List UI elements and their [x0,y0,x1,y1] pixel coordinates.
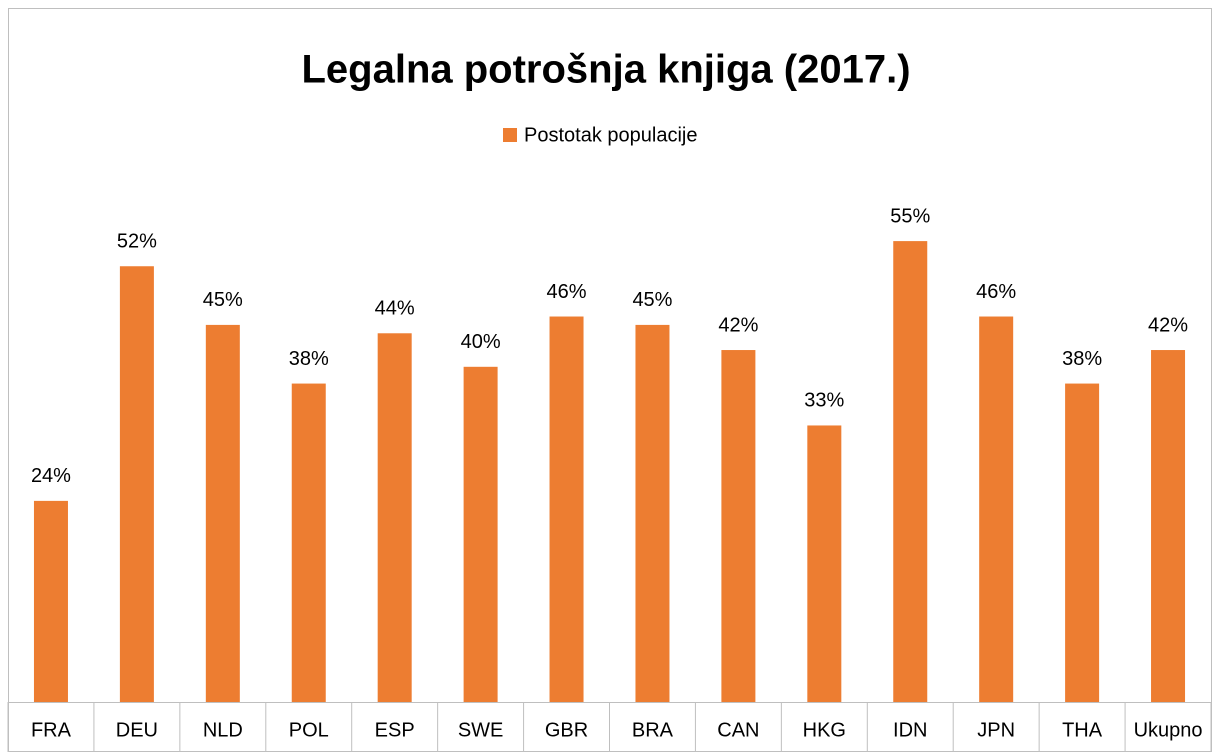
data-label: 52% [117,231,157,253]
bar [205,324,240,702]
bar [1151,350,1186,702]
data-label: 44% [375,298,415,320]
data-label: 45% [632,289,672,311]
x-tick-label: FRA [31,719,72,741]
x-tick-label: CAN [717,719,759,741]
data-label: 46% [547,281,587,303]
x-tick-label: BRA [632,719,674,741]
chart-title: Legalna potrošnja knjiga (2017.) [301,48,910,92]
x-tick-label: THA [1062,719,1103,741]
legend-label: Postotak populacije [524,124,697,146]
bar [807,425,842,702]
bar [635,324,670,702]
bar [893,241,928,702]
data-label: 45% [203,289,243,311]
bar [979,316,1014,702]
bar [1065,383,1100,702]
bar [549,316,584,702]
x-tick-label: Ukupno [1134,719,1203,741]
data-label: 42% [718,314,758,336]
bar [291,383,326,702]
x-tick-label: POL [289,719,329,741]
x-tick-label: ESP [375,719,415,741]
x-tick-label: GBR [545,719,588,741]
bar [377,333,412,702]
legend-swatch [503,128,517,142]
x-tick-label: IDN [893,719,927,741]
x-tick-label: JPN [977,719,1015,741]
bar [33,500,68,702]
data-label: 33% [804,390,844,412]
data-label: 46% [976,281,1016,303]
data-label: 40% [461,331,501,353]
x-tick-label: SWE [458,719,504,741]
data-label: 24% [31,465,71,487]
x-tick-label: HKG [803,719,846,741]
bar [119,266,154,702]
data-label: 42% [1148,314,1188,336]
data-label: 38% [1062,348,1102,370]
data-label: 55% [890,205,930,227]
chart-border [8,8,1212,752]
x-tick-label: DEU [116,719,158,741]
bar [463,366,498,702]
data-label: 38% [289,348,329,370]
x-tick-label: NLD [203,719,243,741]
bar [721,350,756,702]
